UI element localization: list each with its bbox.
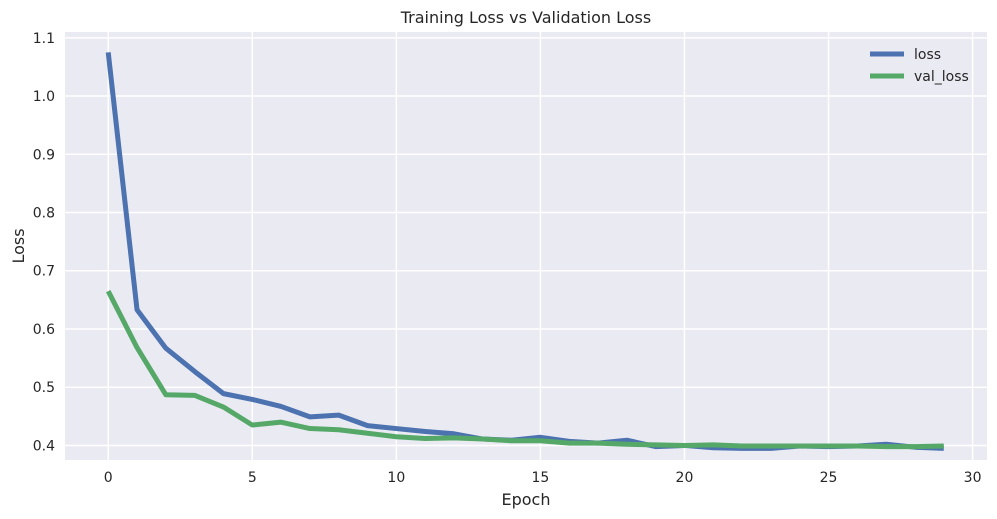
y-tick-label: 1.1 bbox=[33, 31, 55, 47]
x-tick-label: 30 bbox=[964, 470, 982, 486]
x-tick-label: 15 bbox=[531, 470, 549, 486]
y-tick-label: 0.7 bbox=[33, 264, 55, 280]
x-tick-labels: 0 5 10 15 20 25 30 bbox=[104, 470, 982, 486]
x-tick-label: 25 bbox=[820, 470, 838, 486]
series-lines bbox=[105, 52, 944, 451]
y-tick-labels: 0.4 0.5 0.6 0.7 0.8 0.9 1.0 1.1 bbox=[33, 31, 55, 455]
series-line-val-loss bbox=[105, 289, 944, 450]
legend-label-loss: loss bbox=[914, 47, 941, 63]
x-tick-label: 5 bbox=[248, 470, 257, 486]
y-tick-label: 1.0 bbox=[33, 89, 55, 105]
x-gridlines bbox=[107, 32, 974, 460]
x-tick-label: 20 bbox=[676, 470, 694, 486]
chart-title: Training Loss vs Validation Loss bbox=[400, 8, 651, 27]
y-tick-label: 0.6 bbox=[33, 322, 55, 338]
y-tick-label: 0.4 bbox=[33, 438, 55, 454]
y-tick-label: 0.8 bbox=[33, 206, 55, 222]
x-tick-label: 10 bbox=[387, 470, 405, 486]
x-axis-label: Epoch bbox=[502, 490, 551, 509]
legend-label-val-loss: val_loss bbox=[914, 69, 969, 85]
x-tick-label: 0 bbox=[104, 470, 113, 486]
y-axis-label: Loss bbox=[9, 228, 28, 263]
y-tick-label: 0.9 bbox=[33, 147, 55, 163]
legend: loss val_loss bbox=[870, 47, 969, 85]
y-tick-label: 0.5 bbox=[33, 380, 55, 396]
